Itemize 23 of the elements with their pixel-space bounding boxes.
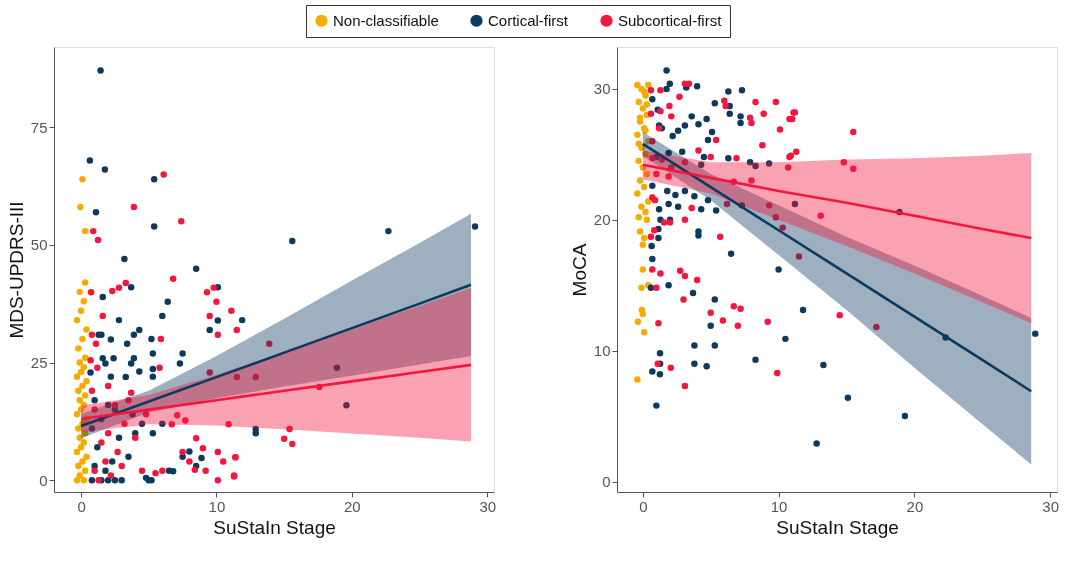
x-tick-label: 20 [906,497,924,515]
y-tick-label: 0 [39,471,48,489]
y-tick-label: 10 [593,342,611,360]
x-tick-label: 0 [639,497,648,515]
y-axis-title: MDS-UPDRS-III [5,201,27,339]
x-axis-title: SuStaIn Stage [776,516,899,538]
y-tick-label: 30 [593,80,611,98]
x-tick-label: 0 [77,497,86,515]
y-tick-label: 20 [593,211,611,229]
y-axis-title: MoCA [568,243,590,297]
legend-label: Cortical-first [488,11,569,29]
x-tick-label: 20 [344,497,361,515]
x-tick-label: 10 [208,497,226,515]
legend-label: Non-classifiable [333,11,439,29]
x-axis-title: SuStaIn Stage [213,516,336,538]
y-tick-label: 25 [30,354,48,371]
y-tick-label: 75 [30,118,48,136]
x-tick-label: 30 [1042,497,1060,515]
y-tick-label: 50 [30,236,48,254]
legend-label: Subcortical-first [618,11,723,29]
y-tick-label: 0 [602,473,611,491]
x-tick-label: 10 [770,497,788,515]
x-tick-label: 30 [479,497,497,515]
